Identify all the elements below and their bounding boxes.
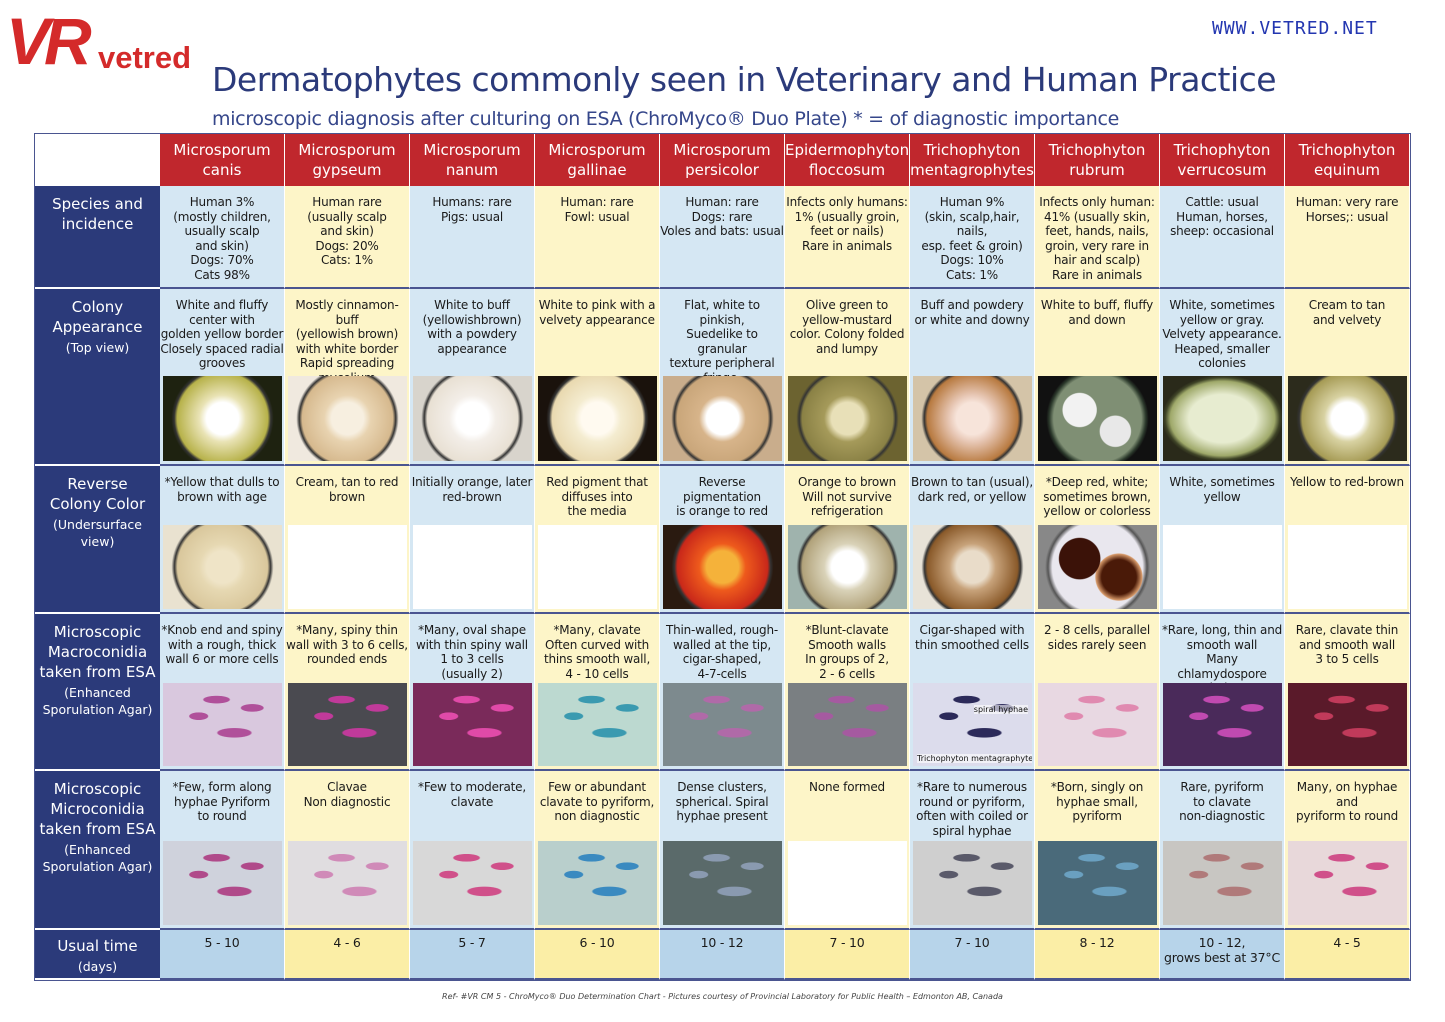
image — [663, 841, 782, 925]
image — [1038, 841, 1157, 925]
image — [288, 376, 407, 461]
row-sublabel: (Enhanced Sporulation Agar) — [42, 685, 153, 717]
column-header: Trichophyton verrucosum — [1160, 134, 1285, 186]
image — [1288, 525, 1407, 609]
cell: 10 - 12 — [660, 930, 785, 980]
cell: Human: rare Dogs: rare Voles and bats: u… — [660, 186, 785, 289]
image — [788, 376, 907, 461]
row-header: Usual time (days) — [35, 930, 160, 980]
logo-mark: VR — [6, 4, 92, 78]
cell: 5 - 10 — [160, 930, 285, 980]
cell: Human: very rare Horses;: usual — [1285, 186, 1410, 289]
row-sublabel: (Enhanced Sporulation Agar) — [42, 842, 153, 874]
column-header: Microsporum gallinae — [535, 134, 660, 186]
cell: Infects only human: 41% (usually skin, f… — [1035, 186, 1160, 289]
cell: Human: rare Fowl: usual — [535, 186, 660, 289]
column-header: Trichophyton mentagrophytes — [910, 134, 1035, 186]
image — [163, 841, 282, 925]
table-frame — [34, 133, 1411, 981]
image — [1163, 525, 1282, 609]
image — [1288, 841, 1407, 925]
image — [663, 376, 782, 461]
row-header: Species and incidence — [35, 186, 160, 289]
image — [913, 525, 1032, 609]
cell: Cattle: usual Human, horses, sheep: occa… — [1160, 186, 1285, 289]
image — [663, 683, 782, 766]
image — [538, 683, 657, 766]
cell: 10 - 12, grows best at 37°C — [1160, 930, 1285, 980]
image — [1038, 525, 1157, 609]
title: Dermatophytes commonly seen in Veterinar… — [212, 60, 1277, 99]
image — [413, 376, 532, 461]
cell: 7 - 10 — [910, 930, 1035, 980]
image — [1163, 841, 1282, 925]
image — [788, 841, 907, 925]
row-sublabel: (Undersurface view) — [53, 517, 142, 549]
column-header: Trichophyton rubrum — [1035, 134, 1160, 186]
image — [413, 525, 532, 609]
column-header: Microsporum canis — [160, 134, 285, 186]
image — [538, 525, 657, 609]
cell: Humans: rare Pigs: usual — [410, 186, 535, 289]
cell: Human 3% (mostly children, usually scalp… — [160, 186, 285, 289]
column-header: Microsporum persicolor — [660, 134, 785, 186]
cell: 4 - 5 — [1285, 930, 1410, 980]
image — [163, 376, 282, 461]
cell: Human 9% (skin, scalp,hair, nails, esp. … — [910, 186, 1035, 289]
row-header: Reverse Colony Color (Undersurface view) — [35, 466, 160, 614]
row-header: Microscopic Microconidia taken from ESA (… — [35, 771, 160, 930]
image — [538, 376, 657, 461]
image — [1288, 683, 1407, 766]
cell: 6 - 10 — [535, 930, 660, 980]
row-sublabel: (days) — [77, 959, 118, 974]
row-label: Usual time — [57, 937, 138, 955]
image — [538, 841, 657, 925]
image — [788, 525, 907, 609]
url[interactable]: WWW.VETRED.NET — [1212, 18, 1378, 39]
row-header: Colony Appearance (Top view) — [35, 289, 160, 466]
image-caption: Trichophyton mentagraphytes — [917, 754, 1032, 763]
cell: 8 - 12 — [1035, 930, 1160, 980]
cell: 4 - 6 — [285, 930, 410, 980]
row-label: Colony Appearance — [52, 298, 143, 336]
image — [288, 841, 407, 925]
logo: vetred — [98, 40, 192, 75]
row-label: Reverse Colony Color — [49, 475, 146, 513]
image — [413, 841, 532, 925]
cell: 5 - 7 — [410, 930, 535, 980]
image: spiral hyphae Trichophyton mentagraphytes — [913, 683, 1032, 766]
image — [913, 841, 1032, 925]
image — [663, 525, 782, 609]
image — [288, 525, 407, 609]
image — [163, 525, 282, 609]
row-label: Microscopic Microconidia taken from ESA — [39, 780, 156, 838]
image — [163, 683, 282, 766]
image — [788, 683, 907, 766]
image — [1163, 683, 1282, 766]
image — [1038, 683, 1157, 766]
row-label: Species and incidence — [52, 195, 143, 233]
cell: 7 - 10 — [785, 930, 910, 980]
footer: Ref- #VR CM 5 - ChroMyco® Duo Determinat… — [442, 992, 1003, 1001]
cell: Human rare (usually scalp and skin) Dogs… — [285, 186, 410, 289]
image — [413, 683, 532, 766]
row-sublabel: (Top view) — [65, 340, 130, 355]
subtitle: microscopic diagnosis after culturing on… — [212, 108, 1120, 130]
image — [1288, 376, 1407, 461]
row-label: Microscopic Macroconidia taken from ESA — [39, 623, 156, 681]
column-header: Epidermophyton floccosum — [785, 134, 910, 186]
column-header: Trichophyton equinum — [1285, 134, 1410, 186]
image — [1163, 376, 1282, 461]
image — [913, 376, 1032, 461]
image — [1038, 376, 1157, 461]
column-header: Microsporum nanum — [410, 134, 535, 186]
image-caption: spiral hyphae — [973, 705, 1028, 714]
row-header: Microscopic Macroconidia taken from ESA (… — [35, 614, 160, 771]
column-header: Microsporum gypseum — [285, 134, 410, 186]
image — [288, 683, 407, 766]
cell: Infects only humans: 1% (usually groin, … — [785, 186, 910, 289]
